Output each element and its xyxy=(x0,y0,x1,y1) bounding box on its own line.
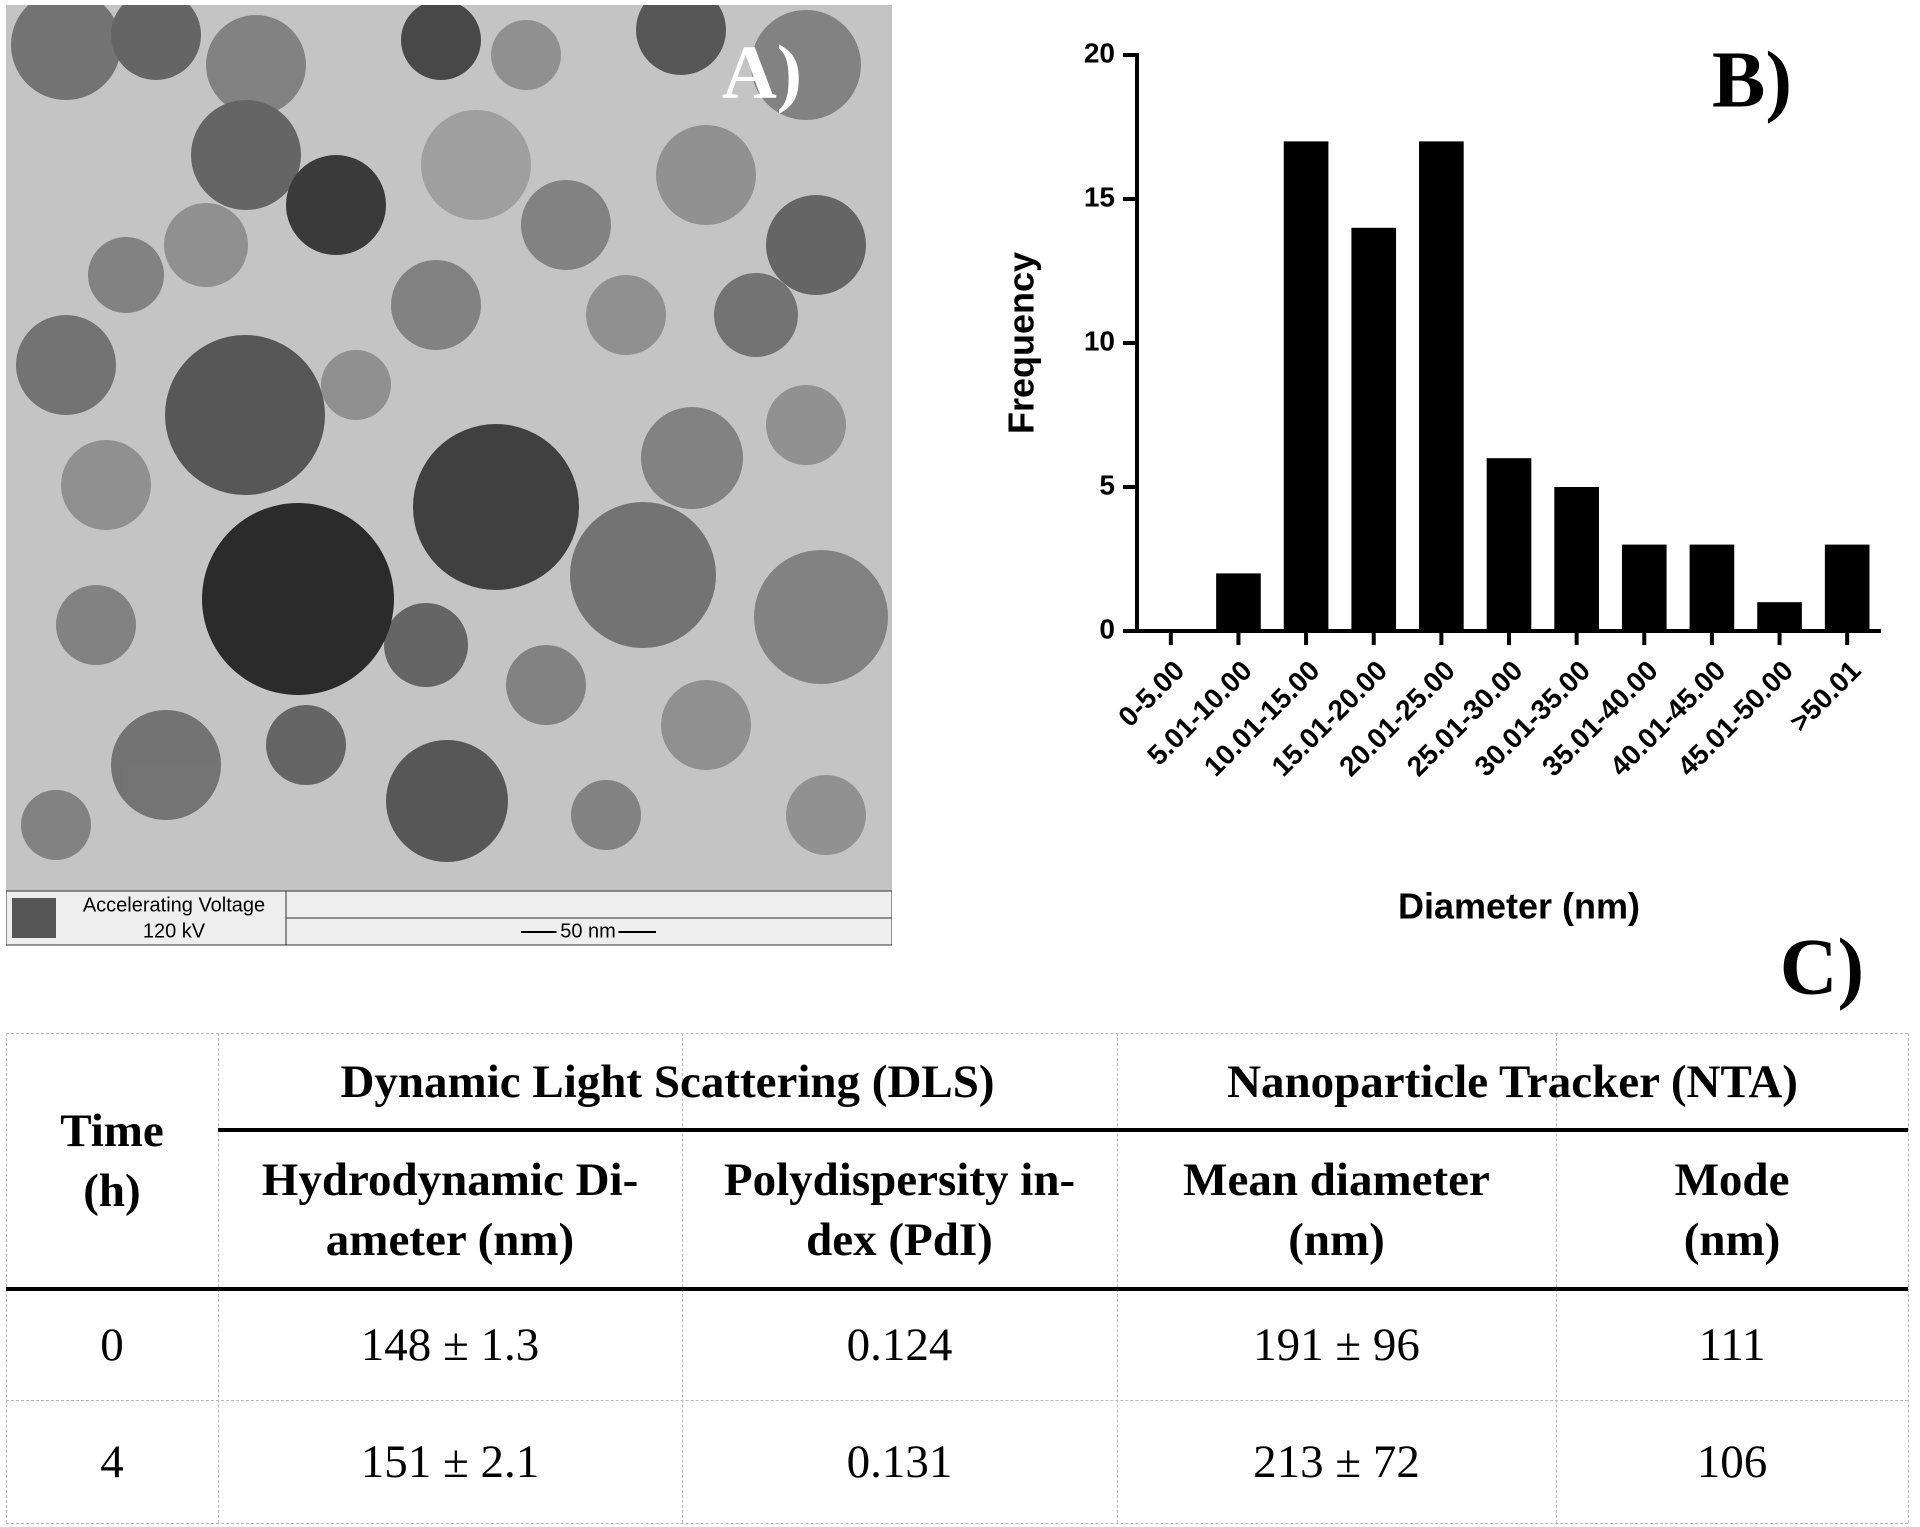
table-cell: 0.131 xyxy=(846,1435,953,1488)
info-icon xyxy=(12,898,56,938)
header-line: Mode xyxy=(1674,1153,1790,1206)
grid-line xyxy=(218,1033,219,1523)
table-cell: 106 xyxy=(1696,1435,1768,1488)
grid-line xyxy=(1556,1033,1557,1523)
column-header: Time (h) xyxy=(6,1033,218,1289)
bar xyxy=(1757,602,1802,631)
column-header: Hydrodynamic Di-ameter (nm) xyxy=(218,1130,682,1289)
header-line: (h) xyxy=(83,1165,141,1217)
header-line: Time xyxy=(60,1105,164,1157)
header-line: Hydrodynamic Di- xyxy=(261,1153,639,1206)
grid-line xyxy=(6,1400,1908,1401)
header-line: dex (PdI) xyxy=(806,1213,993,1266)
header-line: Polydispersity in- xyxy=(723,1153,1076,1206)
grid-line xyxy=(1908,1033,1909,1523)
bar xyxy=(1621,544,1667,631)
group-header: Nanoparticle Tracker (NTA) xyxy=(1227,1055,1798,1108)
grid-line xyxy=(6,1523,1908,1524)
panel-label: B) xyxy=(1712,36,1792,124)
panel-label: C) xyxy=(1780,923,1864,1011)
grid-line xyxy=(6,1033,1908,1034)
column-header: Polydispersity in-dex (PdI) xyxy=(682,1130,1117,1289)
y-tick-label: 0 xyxy=(1099,613,1115,644)
particles xyxy=(11,5,888,862)
grid-line xyxy=(6,1033,7,1523)
bar xyxy=(1216,573,1261,631)
y-tick-label: 15 xyxy=(1084,181,1115,212)
bar xyxy=(1419,141,1464,631)
bar xyxy=(1824,544,1870,631)
group-header: Dynamic Light Scattering (DLS) xyxy=(340,1055,995,1108)
y-tick-label: 10 xyxy=(1084,325,1115,356)
x-tick-label: >50.01 xyxy=(1784,655,1867,738)
tem-image: Accelerating Voltage 120 kV 50 nm A) xyxy=(6,5,892,946)
table-cell: 213 ± 72 xyxy=(1253,1435,1420,1488)
chart: B) C) Frequency Diameter (nm) 051015200-… xyxy=(1001,36,1881,1011)
column-header: Mean diameter (nm) xyxy=(1117,1130,1556,1289)
table-cell: 151 ± 2.1 xyxy=(360,1435,540,1488)
table-cell: 148 ± 1.3 xyxy=(360,1318,540,1371)
table-cell: 0.124 xyxy=(846,1318,953,1371)
bar xyxy=(1554,487,1599,631)
bar xyxy=(1283,141,1329,631)
grid-line xyxy=(1117,1033,1118,1523)
header-line: ameter (nm) xyxy=(325,1213,575,1266)
y-tick-label: 5 xyxy=(1099,469,1115,500)
grid-line xyxy=(682,1033,683,1523)
voltage-label: Accelerating Voltage xyxy=(83,894,265,916)
table-cell: 111 xyxy=(1698,1318,1766,1371)
rule xyxy=(6,1287,1908,1291)
bar xyxy=(1351,227,1397,632)
x-axis-title: Diameter (nm) xyxy=(1398,886,1640,927)
bar xyxy=(1689,544,1735,631)
table-cell: 0 xyxy=(100,1318,124,1371)
header-line: Mean diameter xyxy=(1183,1153,1490,1206)
bar xyxy=(1486,458,1532,631)
table-cell: 4 xyxy=(100,1435,124,1488)
panel-label: A) xyxy=(722,30,802,114)
y-tick-label: 20 xyxy=(1084,37,1115,68)
voltage-value: 120 kV xyxy=(143,920,206,942)
header-line: (nm) xyxy=(1683,1213,1781,1266)
table-cell: 191 ± 96 xyxy=(1253,1318,1420,1371)
scale-bar-label: 50 nm xyxy=(560,920,616,942)
header-line: (nm) xyxy=(1288,1213,1385,1266)
y-axis-title: Frequency xyxy=(1001,252,1042,434)
column-header: Mode (nm) xyxy=(1556,1130,1908,1289)
rule xyxy=(218,1128,1908,1132)
